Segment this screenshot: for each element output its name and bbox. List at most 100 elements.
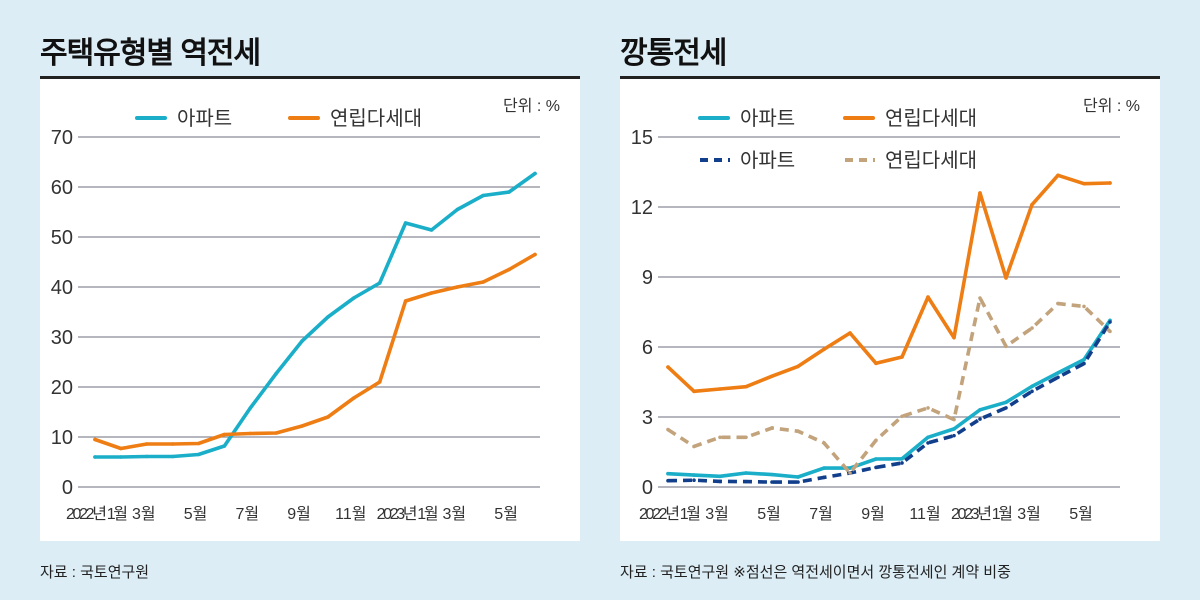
data-point [874,457,878,461]
series-line-dashed-apartment [667,321,1112,484]
data-point [429,228,434,232]
data-point [978,296,982,300]
data-point [1082,304,1086,309]
series-line-dashed-villa [667,296,1112,475]
data-point [170,442,175,446]
data-point [718,435,722,440]
data-point [196,452,201,457]
data-point [822,441,826,445]
data-point [770,426,774,430]
y-tick-label: 6 [642,337,653,359]
x-tick-label: 2023년 1월 [377,505,439,523]
data-point [222,444,227,448]
data-point [744,435,748,440]
data-point [666,471,670,476]
chart-panel-kkangtong-jeonse: 0 3 6 9 12 15 2022년 1월 3월 5월 7월 9월 11월 2023년 1월 3월 5월 단… [620,79,1160,541]
data-point [507,190,511,194]
data-point [1056,173,1060,178]
data-point [874,438,878,443]
legend-label: 연립다세대 [885,107,977,130]
data-point [1082,181,1086,186]
data-point [481,193,486,198]
data-point [1030,326,1034,330]
data-point [692,444,696,449]
x-tick-label: 2023년 1월 [951,505,1013,523]
unit-label: 단위 : % [1083,97,1140,115]
data-point [978,417,982,421]
x-tick-label: 3월 [1017,505,1041,523]
data-point [874,361,878,366]
data-point [796,475,800,479]
data-point [455,285,460,289]
data-point [248,406,253,410]
y-tick-label: 15 [631,127,653,149]
data-point [300,339,304,343]
data-point [926,406,930,410]
data-point [952,433,956,438]
unit-label: 단위 : % [503,97,560,115]
data-point [874,465,878,470]
data-point [796,364,800,369]
data-point [1108,329,1112,334]
data-point [848,471,852,475]
data-point [744,384,748,389]
data-point [144,454,149,459]
data-point [666,478,670,483]
series-line-solid-villa [666,173,1112,394]
data-point [666,427,670,432]
data-point [274,371,278,376]
x-tick-label: 5월 [184,505,208,523]
data-point [926,435,930,440]
y-tick-label: 0 [62,477,73,499]
data-point [978,407,982,412]
x-tick-label: 2022년 1월 [639,505,701,523]
data-point [744,471,748,475]
data-point [770,374,774,378]
y-tick-label: 3 [642,407,653,429]
data-point [93,455,97,459]
data-point [119,446,123,451]
data-point [718,387,722,391]
data-point [718,479,722,484]
data-point [692,478,696,483]
y-tick-label: 9 [642,267,653,289]
x-tick-label: 3월 [443,505,467,523]
x-tick-label: 5월 [1069,505,1093,523]
y-tick-label: 70 [51,127,73,149]
data-point [1004,406,1008,410]
data-point [744,479,748,484]
data-point [455,207,460,212]
data-point [533,252,537,257]
data-point [93,437,97,442]
x-tick-label: 3월 [705,505,729,523]
x-tick-label: 5월 [757,505,781,523]
data-point [326,415,330,419]
series-line-solid-apartment [93,171,537,459]
legend-label: 아파트 [740,107,795,130]
data-point [900,355,904,359]
data-point [1082,361,1086,366]
y-tick-label: 12 [631,197,653,219]
y-tick-label: 50 [51,227,73,249]
data-point [952,335,956,340]
data-point [1030,389,1034,394]
data-point [196,441,201,446]
data-point [274,431,278,435]
title-divider [620,76,1160,79]
title-divider [40,76,580,79]
data-point [403,299,408,303]
data-point [403,221,408,225]
data-point [900,461,904,465]
data-point [796,480,800,484]
data-point [300,424,304,428]
legend-label: 아파트 [177,107,232,130]
x-tick-label: 11월 [335,505,366,523]
data-point [1056,301,1060,306]
data-point [900,414,904,419]
data-point [822,466,826,470]
data-point [770,480,774,484]
data-point [1030,202,1034,207]
data-point [1108,320,1112,324]
